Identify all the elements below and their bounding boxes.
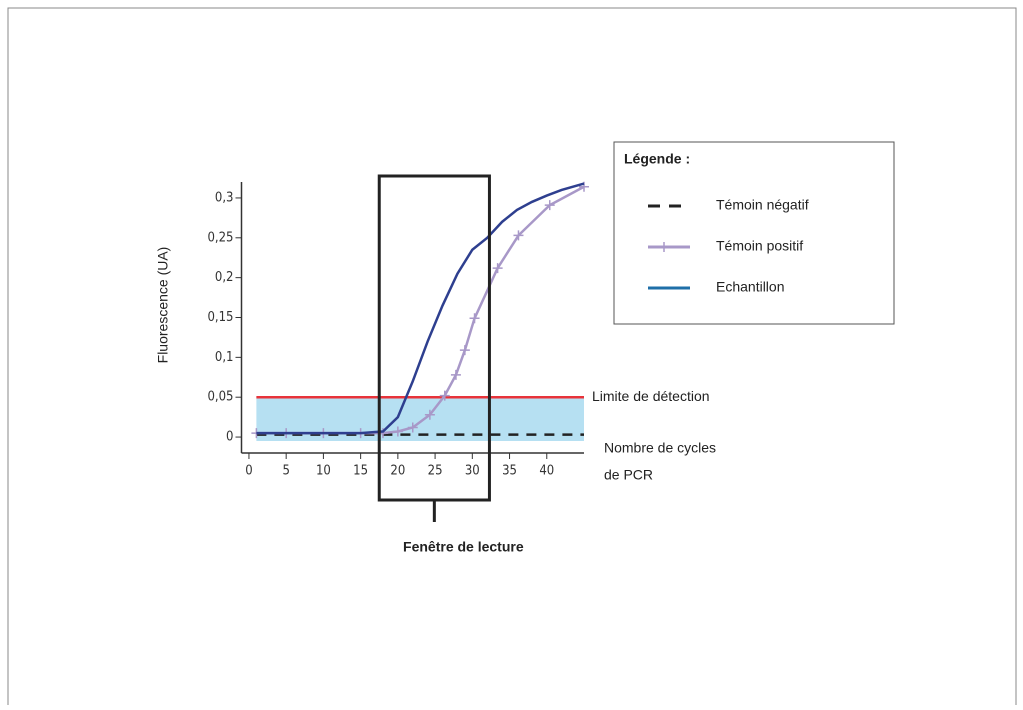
- y-tick-label: 0,25: [207, 230, 233, 245]
- series-line: [256, 182, 585, 435]
- legend-marker: [659, 242, 669, 252]
- x-axis-label: Nombre de cycles: [604, 440, 716, 456]
- x-tick-label: 15: [353, 464, 368, 479]
- series-marker: [424, 409, 435, 420]
- reading-window: [377, 174, 491, 502]
- y-tick-label: 0,3: [215, 190, 234, 205]
- series-marker: [439, 390, 450, 401]
- y-tick-label: 0: [226, 430, 233, 445]
- series-marker: [579, 181, 589, 192]
- x-axis-label: de PCR: [604, 467, 653, 483]
- reading-window-label: Fenêtre de lecture: [403, 539, 524, 555]
- series-marker: [392, 426, 403, 437]
- series-marker: [459, 345, 470, 356]
- legend-label: Echantillon: [716, 279, 785, 295]
- x-tick-label: 5: [282, 464, 289, 479]
- x-tick-label: 20: [390, 464, 405, 479]
- threshold-label: Limite de détection: [592, 388, 710, 404]
- series-marker: [492, 263, 503, 274]
- y-tick-label: 0,1: [215, 350, 234, 365]
- y-axis-label: Fluorescence (UA): [155, 247, 171, 364]
- y-tick-label: 0,15: [207, 310, 233, 325]
- series-marker: [544, 200, 555, 211]
- series-marker: [450, 369, 461, 380]
- x-tick-label: 40: [539, 464, 554, 479]
- series-marker: [513, 230, 524, 241]
- x-tick-label: 35: [502, 464, 517, 479]
- legend-box: [613, 141, 895, 325]
- legend-title: Légende :: [624, 151, 690, 167]
- x-tick-label: 10: [316, 464, 331, 479]
- x-tick-label: 30: [465, 464, 480, 479]
- x-tick-label: 25: [428, 464, 443, 479]
- series-marker: [407, 422, 418, 433]
- x-tick-label: 0: [245, 464, 252, 479]
- y-tick-label: 0,2: [215, 270, 234, 285]
- legend-label: Témoin positif: [716, 238, 803, 254]
- legend-label: Témoin négatif: [716, 197, 809, 213]
- series-marker: [469, 313, 480, 324]
- page-frame: [7, 7, 1017, 705]
- y-tick-label: 0,05: [207, 390, 233, 405]
